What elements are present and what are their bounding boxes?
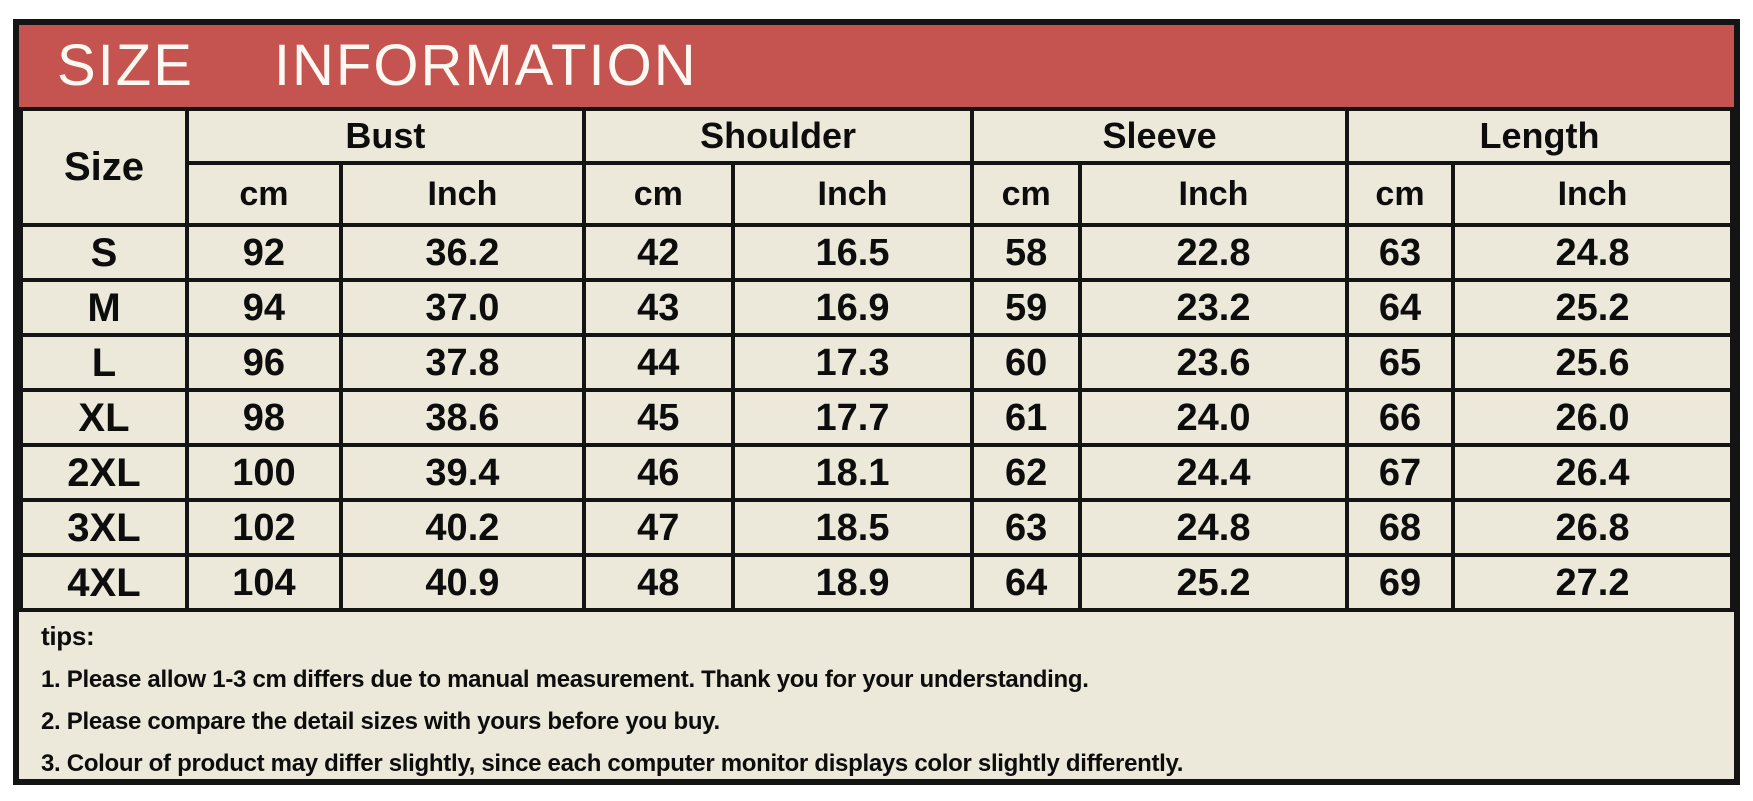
measurement-cell: 59 <box>970 278 1083 337</box>
measurement-cell: 45 <box>581 388 735 447</box>
measurement-cell: 26.0 <box>1451 388 1734 447</box>
unit-header-shoulder-cm: cm <box>581 161 735 227</box>
table-row-xl: XL 98 38.6 45 17.7 61 24.0 66 26.0 <box>19 388 1734 447</box>
measurement-cell: 65 <box>1344 333 1456 392</box>
tip-line-3: 3. Colour of product may differ slightly… <box>41 750 1184 778</box>
unit-header-bust-cm: cm <box>184 161 343 227</box>
unit-header-bust-inch: Inch <box>338 161 586 227</box>
measurement-cell: 64 <box>970 553 1083 612</box>
table-row-l: L 96 37.8 44 17.3 60 23.6 65 25.6 <box>19 333 1734 392</box>
tips-heading: tips: <box>41 621 95 651</box>
measurement-cell: 94 <box>184 278 343 337</box>
measurement-cell: 42 <box>581 223 735 282</box>
measurement-cell: 37.0 <box>338 278 586 337</box>
size-row-label: 2XL <box>19 443 189 502</box>
size-column-header: Size <box>19 107 189 227</box>
unit-header-sleeve-cm: cm <box>970 161 1083 227</box>
size-table: Size Bust Shoulder Sleeve Length cm Inch… <box>19 107 1735 612</box>
measurement-cell: 26.4 <box>1451 443 1734 502</box>
group-header-length: Length <box>1344 107 1735 165</box>
unit-header-sleeve-inch: Inch <box>1078 161 1349 227</box>
unit-header-length-cm: cm <box>1344 161 1456 227</box>
size-row-label: S <box>19 223 189 282</box>
measurement-cell: 24.4 <box>1078 443 1349 502</box>
table-row-m: M 94 37.0 43 16.9 59 23.2 64 25.2 <box>19 278 1734 337</box>
measurement-cell: 25.2 <box>1078 553 1349 612</box>
measurement-cell: 17.7 <box>730 388 975 447</box>
size-row-label: L <box>19 333 189 392</box>
measurement-cell: 26.8 <box>1451 498 1734 557</box>
measurement-cell: 58 <box>970 223 1083 282</box>
measurement-cell: 62 <box>970 443 1083 502</box>
table-row-3xl: 3XL 102 40.2 47 18.5 63 24.8 68 26.8 <box>19 498 1734 557</box>
measurement-cell: 25.6 <box>1451 333 1734 392</box>
measurement-cell: 16.9 <box>730 278 975 337</box>
measurement-cell: 24.8 <box>1078 498 1349 557</box>
size-chart-frame: SIZE INFORMATION Size Bust Shoulder <box>13 19 1740 785</box>
table-row-s: S 92 36.2 42 16.5 58 22.8 63 24.8 <box>19 223 1734 282</box>
measurement-cell: 98 <box>184 388 343 447</box>
measurement-cell: 60 <box>970 333 1083 392</box>
measurement-cell: 44 <box>581 333 735 392</box>
measurement-cell: 39.4 <box>338 443 586 502</box>
banner: SIZE INFORMATION <box>19 25 1734 107</box>
measurement-cell: 22.8 <box>1078 223 1349 282</box>
measurement-cell: 38.6 <box>338 388 586 447</box>
size-row-label: M <box>19 278 189 337</box>
table-row-4xl: 4XL 104 40.9 48 18.9 64 25.2 69 27.2 <box>19 553 1734 612</box>
measurement-cell: 47 <box>581 498 735 557</box>
measurement-cell: 68 <box>1344 498 1456 557</box>
measurement-cell: 25.2 <box>1451 278 1734 337</box>
banner-title-word-size: SIZE <box>57 33 194 98</box>
measurement-cell: 40.9 <box>338 553 586 612</box>
measurement-cell: 18.9 <box>730 553 975 612</box>
measurement-cell: 24.0 <box>1078 388 1349 447</box>
measurement-cell: 27.2 <box>1451 553 1734 612</box>
measurement-cell: 37.8 <box>338 333 586 392</box>
measurement-cell: 100 <box>184 443 343 502</box>
group-header-sleeve: Sleeve <box>970 107 1349 165</box>
measurement-cell: 16.5 <box>730 223 975 282</box>
tip-line-1: 1. Please allow 1-3 cm differs due to ma… <box>41 665 1089 693</box>
size-row-label: XL <box>19 388 189 447</box>
measurement-cell: 63 <box>970 498 1083 557</box>
measurement-cell: 24.8 <box>1451 223 1734 282</box>
measurement-cell: 18.1 <box>730 443 975 502</box>
measurement-cell: 23.6 <box>1078 333 1349 392</box>
measurement-cell: 23.2 <box>1078 278 1349 337</box>
group-header-bust: Bust <box>184 107 586 165</box>
tips-section: tips: 1. Please allow 1-3 cm differs due… <box>19 612 1734 779</box>
measurement-cell: 36.2 <box>338 223 586 282</box>
tip-line-2: 2. Please compare the detail sizes with … <box>41 707 720 735</box>
unit-header-shoulder-inch: Inch <box>730 161 975 227</box>
measurement-cell: 46 <box>581 443 735 502</box>
measurement-cell: 67 <box>1344 443 1456 502</box>
measurement-cell: 66 <box>1344 388 1456 447</box>
measurement-cell: 48 <box>581 553 735 612</box>
measurement-cell: 96 <box>184 333 343 392</box>
group-header-shoulder: Shoulder <box>581 107 975 165</box>
unit-header-length-inch: Inch <box>1451 161 1734 227</box>
measurement-cell: 104 <box>184 553 343 612</box>
measurement-cell: 17.3 <box>730 333 975 392</box>
measurement-cell: 69 <box>1344 553 1456 612</box>
banner-title-word-information: INFORMATION <box>273 33 698 98</box>
measurement-cell: 63 <box>1344 223 1456 282</box>
measurement-cell: 92 <box>184 223 343 282</box>
measurement-cell: 61 <box>970 388 1083 447</box>
measurement-cell: 64 <box>1344 278 1456 337</box>
size-row-label: 4XL <box>19 553 189 612</box>
measurement-cell: 43 <box>581 278 735 337</box>
measurement-cell: 18.5 <box>730 498 975 557</box>
table-row-2xl: 2XL 100 39.4 46 18.1 62 24.4 67 26.4 <box>19 443 1734 502</box>
size-row-label: 3XL <box>19 498 189 557</box>
measurement-cell: 40.2 <box>338 498 586 557</box>
measurement-cell: 102 <box>184 498 343 557</box>
